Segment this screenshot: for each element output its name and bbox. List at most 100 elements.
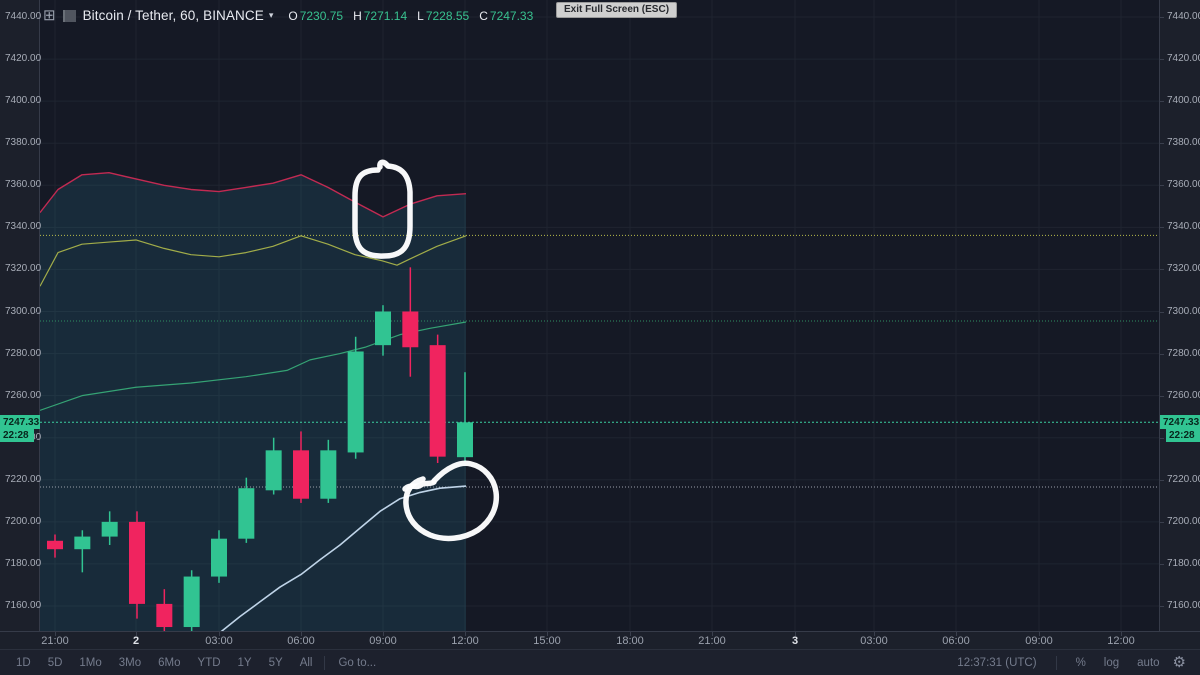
axis-tick [35,185,39,187]
price-axis-label: 7200.00 [1167,515,1200,527]
price-axis-label: 7180.00 [5,557,42,569]
current-price-badge: 7247.33 [1160,415,1200,430]
price-axis-label: 7380.00 [5,137,42,149]
price-axis-label: 7320.00 [1167,263,1200,275]
ohlc-values: O 7230.75 H 7271.14 L 7228.55 C 7247.33 [288,9,533,23]
drawing-circle-ma-end[interactable] [403,460,500,542]
price-axis-label: 7320.00 [5,263,42,275]
range-button-6mo[interactable]: 6Mo [158,656,181,669]
range-button-1mo[interactable]: 1Mo [79,656,102,669]
price-axis-left[interactable]: 7247.33 22:28 7440.00 7420.00 7400.00 7380.… [0,0,42,631]
candle [456,372,473,462]
time-axis[interactable]: 21:00 2 03:00 06:00 09:00 12:00 15:00 18:00 21:0… [0,631,1200,649]
time-axis-label: 12:00 [451,635,479,647]
range-button-all[interactable]: All [299,656,313,669]
axis-tick [35,311,39,313]
symbol-icon [62,9,76,22]
candle [402,267,419,377]
range-button-5d[interactable]: 5D [47,656,63,669]
range-button-ytd[interactable]: YTD [197,656,221,669]
axis-tick [1160,563,1164,565]
candle [347,336,364,459]
price-axis-label: 7440.00 [1167,11,1200,22]
price-axis-label: 7280.00 [1167,347,1200,359]
axis-tick [55,632,56,636]
ohlc-low-label: L [417,8,424,23]
percent-scale-button[interactable]: % [1075,656,1086,669]
price-axis-label: 7440.00 [5,11,42,22]
goto-button[interactable]: Go to... [338,656,377,669]
candle [210,530,227,583]
auto-scale-button[interactable]: auto [1137,656,1160,669]
axis-tick [35,227,39,229]
bar-countdown-badge: 22:28 [1166,429,1200,443]
ohlc-open: O 7230.75 [288,9,343,23]
symbol-title[interactable]: Bitcoin / Tether, 60, BINANCE [82,8,264,23]
toolbar-right: 12:37:31 (UTC) % log auto ⚙ [950,655,1200,671]
band-fill [40,172,466,631]
current-price-badge: 7247.33 [0,415,40,430]
candle [292,431,309,503]
axis-tick [874,632,875,636]
toolbar-divider [324,655,326,670]
axis-tick [136,632,137,636]
ohlc-close: C 7247.33 [479,9,533,23]
candle [183,570,200,631]
drawing-circle-upper-band-dip[interactable] [352,163,413,259]
range-button-3mo[interactable]: 3Mo [118,656,142,669]
clock-utc[interactable]: 12:37:31 (UTC) [957,656,1037,669]
axis-tick [35,143,39,145]
range-button-5y[interactable]: 5Y [268,656,283,669]
axis-tick [219,632,220,636]
axis-tick [35,479,39,481]
drawing-circle-ma-end-tail[interactable] [402,479,437,492]
price-axis-right[interactable]: 7247.33 22:28 7440.00 7420.00 7400.00 7380.… [1159,0,1200,631]
chevron-down-icon[interactable]: ▾ [268,10,274,20]
range-button-1y[interactable]: 1Y [237,656,252,669]
axis-tick [1160,395,1164,397]
axis-tick [35,395,39,397]
price-axis-label: 7160.00 [1167,600,1200,611]
time-axis-label: 21:00 [41,635,69,647]
price-axis-label: 7420.00 [5,53,42,65]
log-scale-button[interactable]: log [1103,656,1120,669]
time-axis-label: 09:00 [1025,635,1053,647]
axis-tick [1160,269,1164,271]
axis-tick [1160,479,1164,481]
axis-tick [1160,311,1164,313]
bottom-toolbar: 1D 5D 1Mo 3Mo 6Mo YTD 1Y 5Y All Go to... 12:37:3… [0,649,1200,675]
axis-tick [1160,227,1164,229]
ohlc-high-label: H [353,8,362,23]
candle [156,589,173,631]
chart-canvas[interactable] [0,0,1200,631]
axis-tick [547,632,548,636]
axis-tick [465,632,466,636]
candle [320,439,337,503]
axis-tick [35,269,39,271]
axis-tick [35,101,39,103]
candle [128,511,145,619]
time-axis-label: 18:00 [616,635,644,647]
gear-icon[interactable]: ⚙ [1172,654,1186,671]
axis-tick [1160,143,1164,145]
layout-grid-icon[interactable]: ⊞ [43,7,56,24]
price-axis-label: 7360.00 [5,179,42,191]
price-axis-label: 7220.00 [5,473,42,485]
axis-tick [383,632,384,636]
price-axis-label: 7400.00 [5,95,42,107]
axis-tick [35,59,39,61]
price-axis-label: 7200.00 [5,515,42,527]
ohlc-open-label: O [288,8,298,23]
candle [265,437,282,495]
price-axis-label: 7180.00 [1167,557,1200,569]
time-axis-label: 06:00 [942,635,970,647]
candle [429,334,446,463]
price-axis-label: 7260.00 [5,389,42,401]
axis-tick [1160,185,1164,187]
axis-tick [35,17,39,18]
axis-tick [1121,632,1122,636]
range-button-1d[interactable]: 1D [16,656,31,669]
drawing-circle-upper-band-dip-flick[interactable] [377,159,391,170]
axis-tick [1160,59,1164,61]
axis-tick [1160,606,1164,607]
